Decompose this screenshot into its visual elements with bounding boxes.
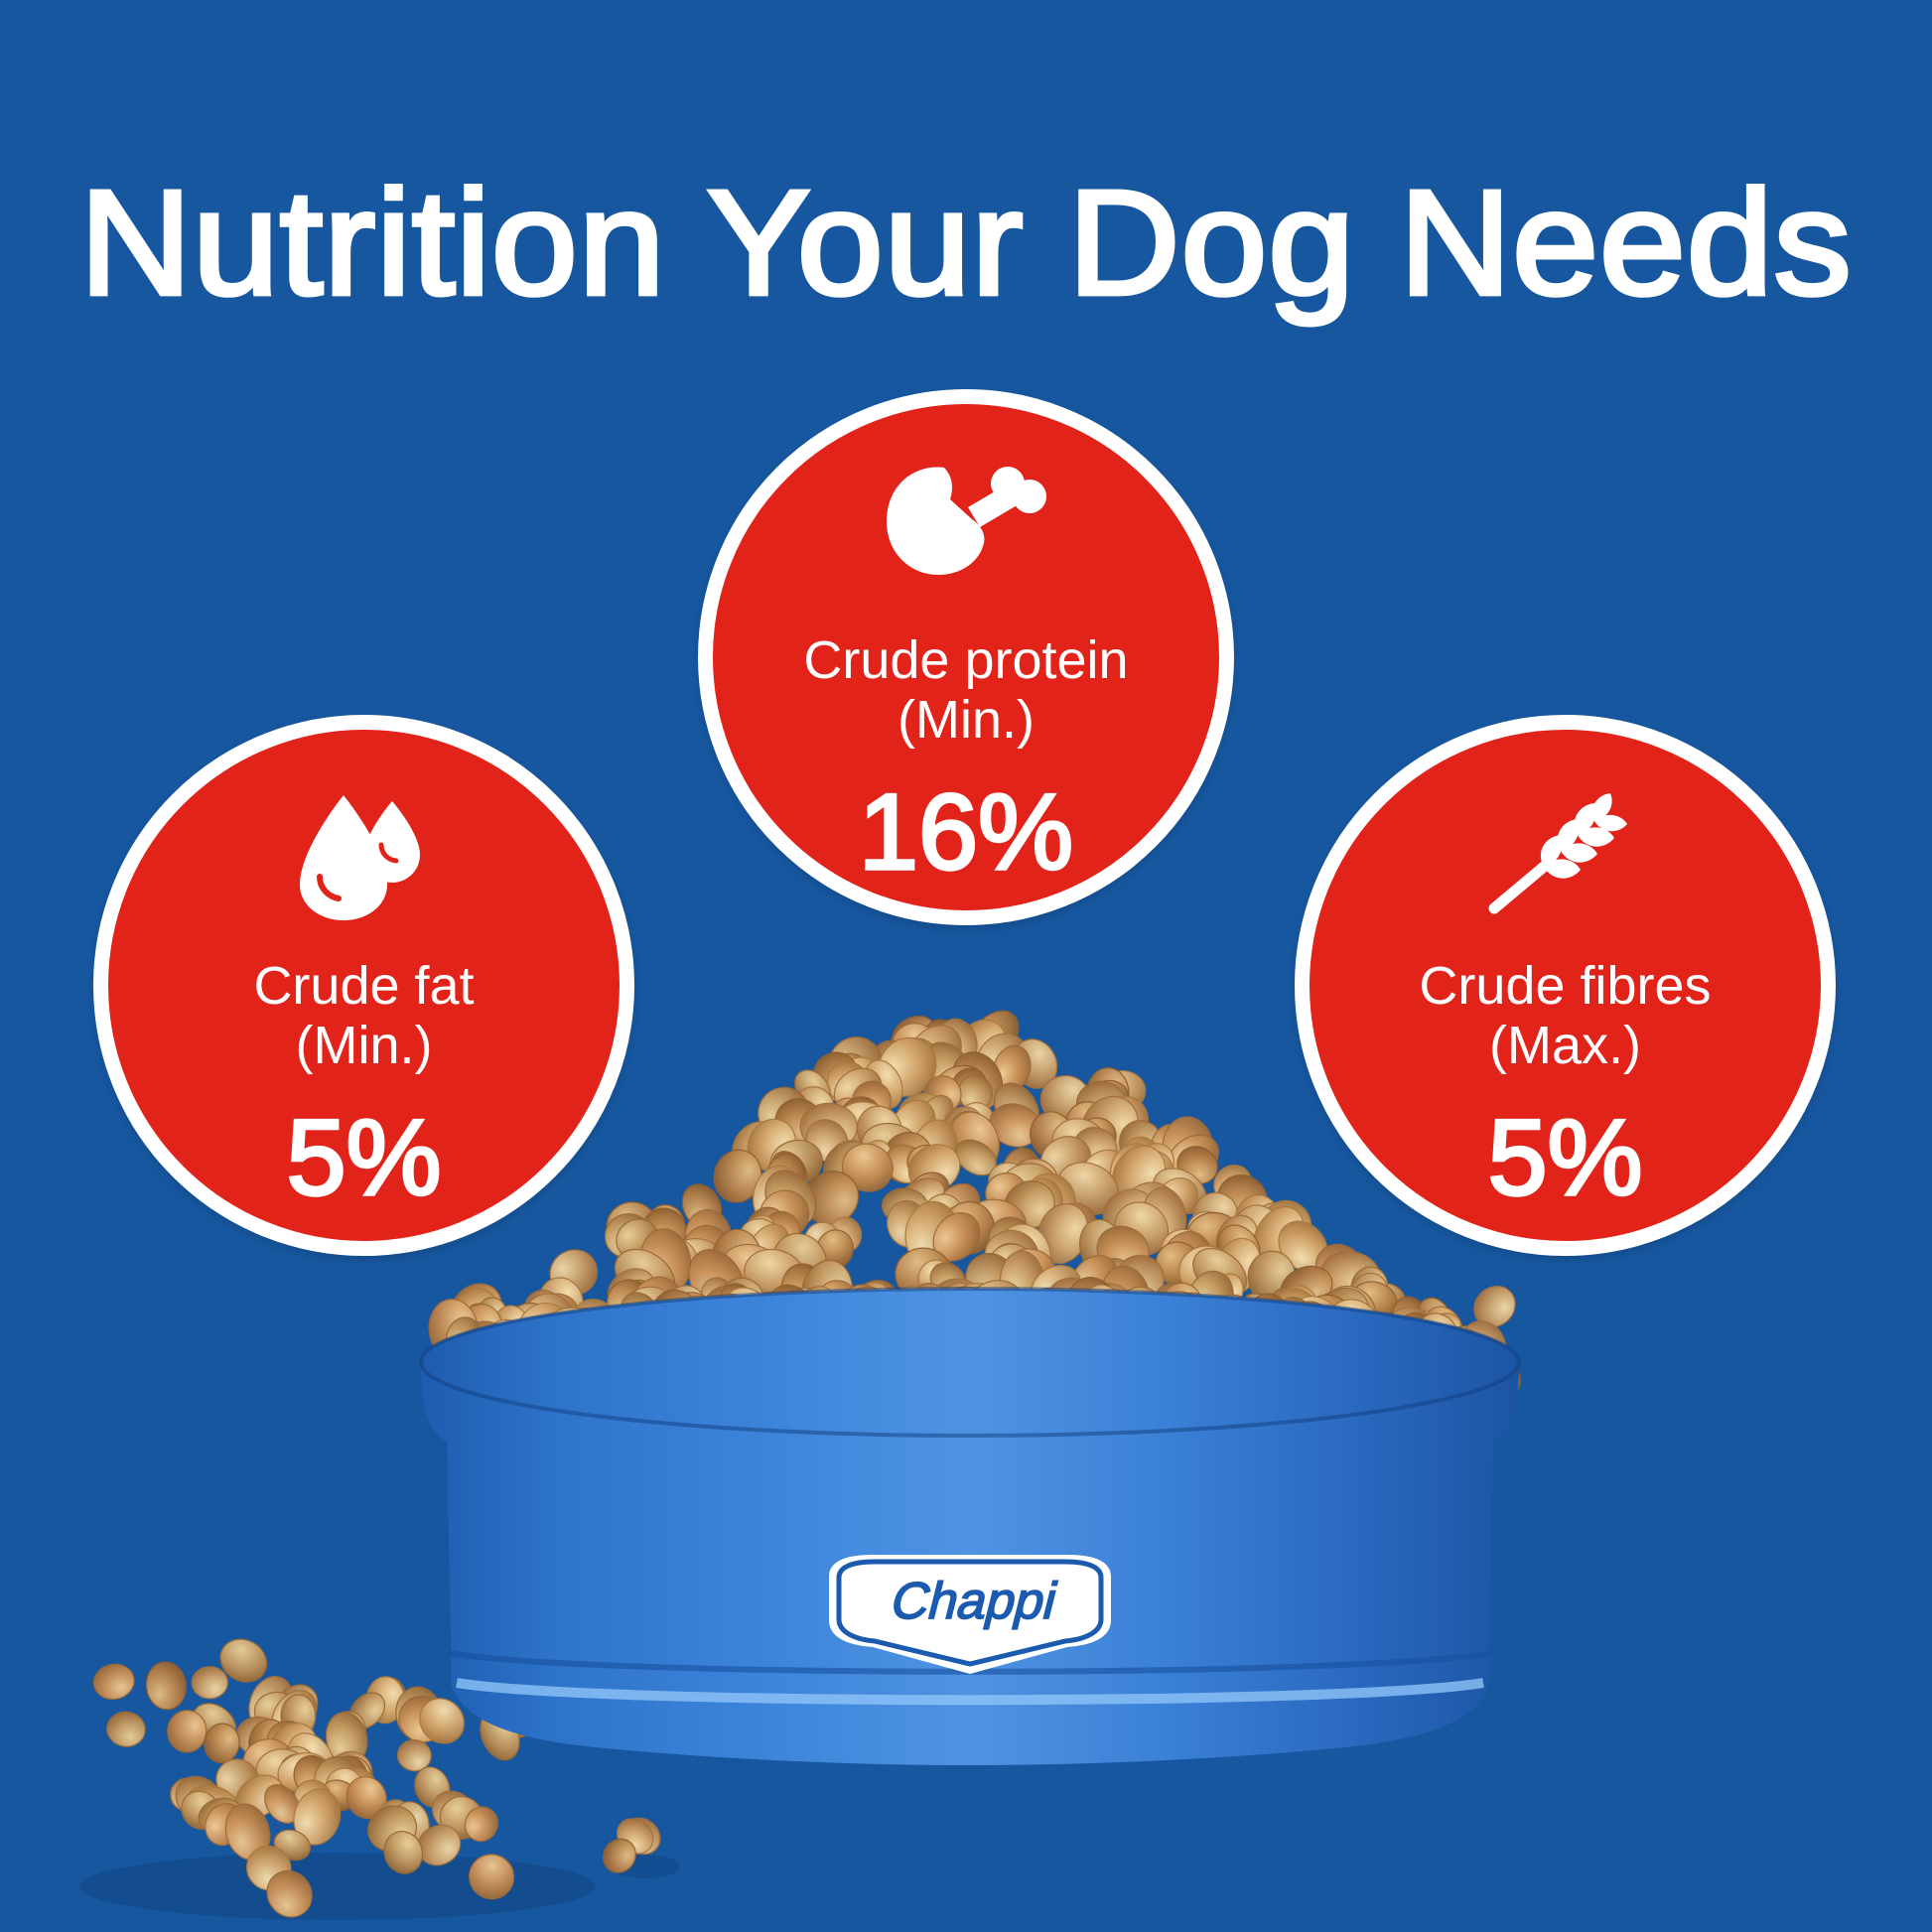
svg-text:Chappi: Chappi <box>889 1573 1059 1630</box>
